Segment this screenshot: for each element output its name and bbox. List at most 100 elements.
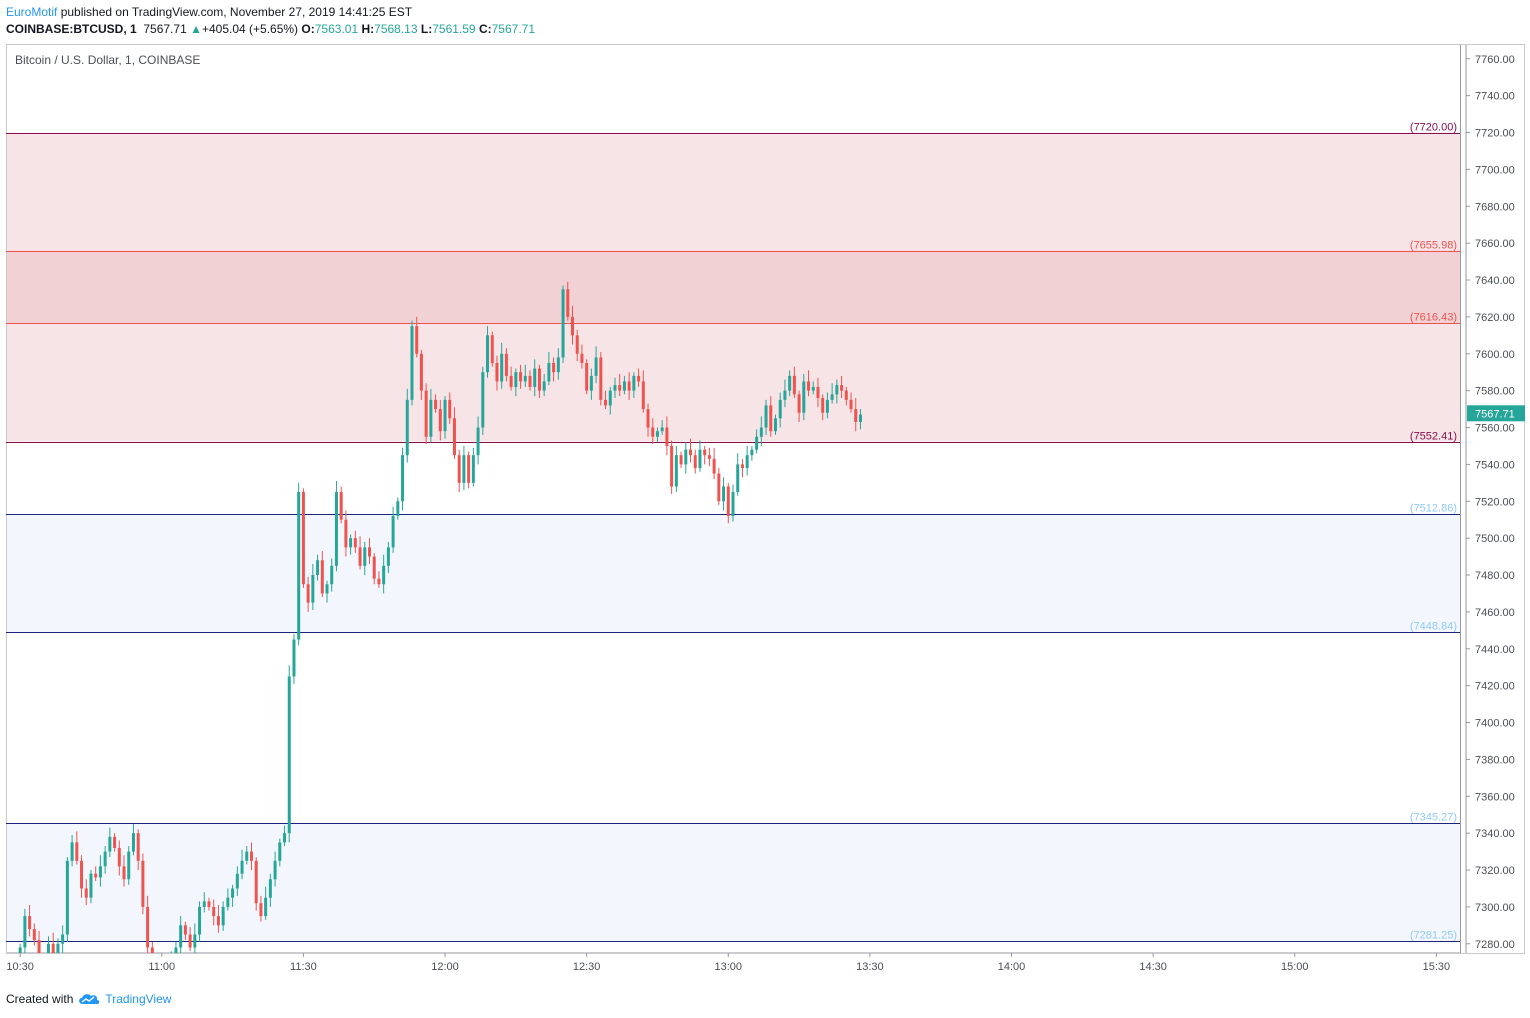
candle-down [438,399,442,441]
candle-body [443,399,447,432]
candle-down [188,927,192,952]
candle-up [745,445,749,476]
candle-down [618,374,622,397]
candle-up [802,374,806,421]
candle-up [514,368,518,397]
candle-up [23,908,27,953]
candle-up [500,342,504,389]
candle-up [660,420,664,435]
candle-body [561,289,565,358]
candle-body [37,940,41,953]
candle-body [235,873,239,889]
y-tick-label: 7480.00 [1475,570,1515,582]
candle-body [452,418,456,456]
candle-body [844,390,848,400]
candle-body [830,394,834,400]
candle-body [339,492,343,520]
candle-down [703,445,707,465]
candle-up [674,445,678,493]
candle-body [693,455,697,469]
candle-down [646,403,650,437]
candle-down [740,458,744,478]
candle-body [216,916,220,926]
candle-down [693,449,697,474]
candle-body [349,538,353,548]
candle-body [637,375,641,382]
y-tick-label: 7700.00 [1475,164,1515,176]
candle-body [103,851,107,867]
candle-up [235,866,239,896]
tradingview-link[interactable]: TradingView [105,992,172,1006]
candle-down [575,329,579,362]
candle-body [580,353,584,363]
y-tick-label: 7340.00 [1475,828,1515,840]
candle-body [533,368,537,387]
price-chart[interactable]: (7720.00) (7655.98) (7616.43) (7552.41) (751… [0,0,1530,990]
candle-down [339,486,343,524]
candle-down [566,281,570,321]
candle-up [330,558,334,592]
candle-body [670,445,674,487]
level-label: (7448.84) [1410,621,1457,633]
candle-up [103,846,107,874]
candle-body [372,556,376,579]
candle-body [51,943,55,953]
candle-body [646,409,650,428]
candle-body [249,851,253,861]
candle-body [141,860,145,907]
candle-body [703,449,707,456]
candle-body [415,326,419,354]
candle-down [42,959,45,976]
candle-up [391,506,395,553]
candle-up [481,366,485,435]
publish-info: EuroMotif published on TradingView.com, … [6,5,412,19]
candle-down [599,351,603,406]
candle-body [674,455,678,487]
candle-body [655,431,659,437]
candle-body [509,375,513,387]
candle-body [353,538,357,548]
candle-down [358,536,362,570]
candle-body [401,455,405,502]
x-tick-label: 11:00 [148,961,175,973]
candle-body [330,565,334,585]
candle-body [131,833,135,852]
zone-strong [6,250,1460,324]
candle-body [268,879,272,898]
candle-down [136,829,140,871]
y-tick-label: 7440.00 [1475,644,1515,656]
candle-body [476,427,480,456]
candle-body [750,449,754,456]
candle-body [788,375,792,391]
candle-up [731,484,735,522]
candle-up [773,414,777,435]
candle-down [84,879,88,906]
candle-down [679,451,683,469]
author-link[interactable]: EuroMotif [6,5,58,19]
candle-down [448,392,452,424]
candle-up [858,409,862,430]
candle-down [570,305,574,345]
candle-body [207,901,211,907]
candle-up [547,351,551,386]
x-tick-label: 15:30 [1423,961,1451,973]
candle-down [519,364,523,389]
candle-body [618,385,622,391]
candle-body [811,386,815,391]
candle-body [113,836,117,848]
candle-down [122,855,126,887]
candle-up [835,379,839,404]
candle-body [424,390,428,437]
candle-down [306,576,310,612]
candle-down [94,866,98,882]
y-tick-label: 7640.00 [1475,275,1515,287]
close-label: C: [478,22,492,36]
candle-up [778,392,782,428]
candle-up [811,381,815,395]
candle-up [98,855,102,887]
candle-down [717,468,721,505]
candle-body [405,399,409,456]
candle-down [807,370,811,397]
x-tick-label: 13:30 [856,961,884,973]
candle-body [467,455,471,483]
